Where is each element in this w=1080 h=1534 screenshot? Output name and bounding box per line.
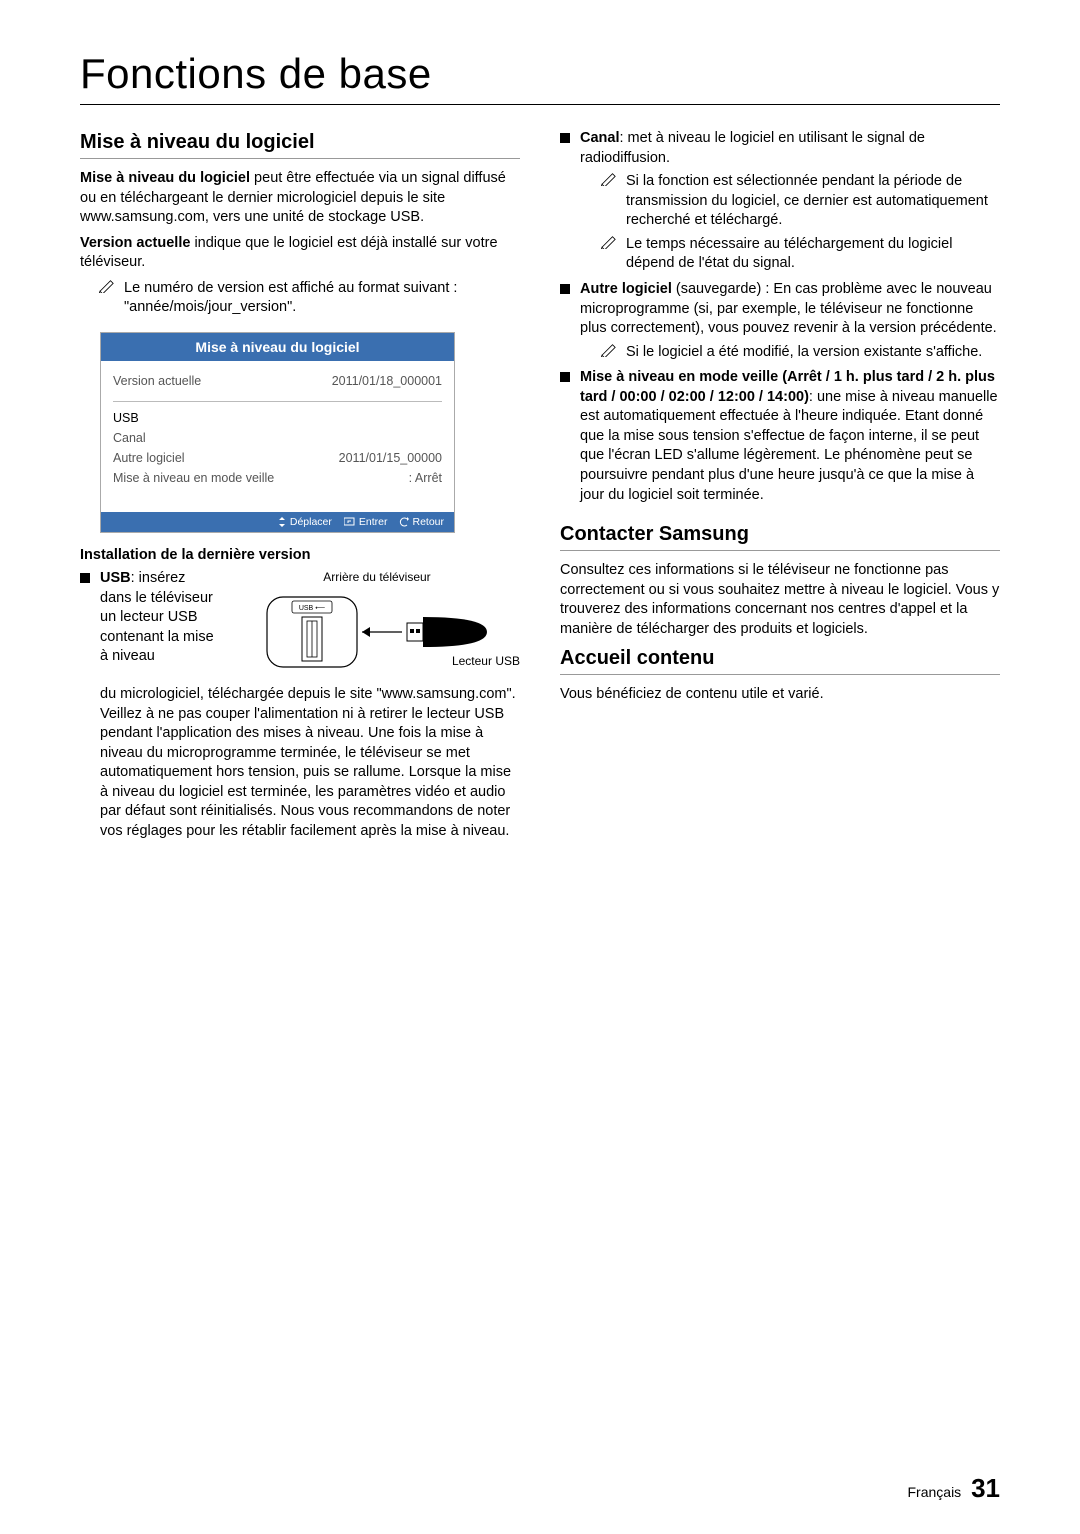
note-version-format-text: Le numéro de version est affiché au form…: [124, 279, 520, 318]
panel-title: Mise à niveau du logiciel: [101, 333, 454, 361]
canal-label: Canal: [580, 130, 620, 146]
footer-move: Déplacer: [277, 516, 332, 528]
square-bullet-icon: [560, 372, 570, 382]
usb-bold-label: USB: [100, 570, 131, 586]
standby-text: : une mise à niveau manuelle est automat…: [580, 389, 998, 503]
pencil-note-icon: [600, 235, 618, 249]
panel-row-canal: Canal: [113, 428, 442, 448]
panel-canal-label: Canal: [113, 431, 146, 445]
tv-diagram: Arrière du téléviseur USB ⟵: [234, 569, 520, 689]
bold-upgrade-label: Mise à niveau du logiciel: [80, 170, 250, 186]
usb-intro-text: USB: insérez dans le téléviseur un lecte…: [100, 569, 220, 667]
contact-text: Consultez ces informations si le télévis…: [560, 561, 1000, 639]
bullet-standby: Mise à niveau en mode veille (Arrêt / 1 …: [560, 368, 1000, 505]
note-canal-1-text: Si la fonction est sélectionnée pendant …: [626, 172, 1000, 231]
panel-row-usb: USB: [113, 408, 442, 428]
footer-lang: Français: [908, 1484, 962, 1500]
return-icon: [399, 517, 409, 527]
title-divider: [80, 104, 1000, 105]
panel-footer: Déplacer Entrer Retour: [101, 512, 454, 532]
panel-divider: [113, 401, 442, 402]
other-label: Autre logiciel: [580, 281, 672, 297]
tv-back-caption: Arrière du téléviseur: [234, 569, 520, 585]
note-canal-2: Le temps nécessaire au téléchargement du…: [600, 235, 1000, 274]
upgrade-panel: Mise à niveau du logiciel Version actuel…: [100, 332, 455, 533]
sub-heading-install: Installation de la dernière version: [80, 547, 520, 563]
usb-drive-caption: Lecteur USB: [452, 653, 520, 669]
footer-enter: Entrer: [344, 516, 388, 528]
panel-current-label: Version actuelle: [113, 374, 201, 388]
right-column: Canal: met à niveau le logiciel en utili…: [560, 123, 1000, 843]
paragraph-current-version: Version actuelle indique que le logiciel…: [80, 234, 520, 273]
square-bullet-icon: [560, 284, 570, 294]
page-footer: Français 31: [908, 1473, 1001, 1504]
panel-row-standby: Mise à niveau en mode veille : Arrêt: [113, 468, 442, 488]
pencil-note-icon: [600, 172, 618, 186]
heading-accueil: Accueil contenu: [560, 647, 1000, 675]
left-column: Mise à niveau du logiciel Mise à niveau …: [80, 123, 520, 843]
footer-page-number: 31: [971, 1473, 1000, 1503]
page-title: Fonctions de base: [80, 50, 1000, 98]
bullet-other-software: Autre logiciel (sauvegarde) : En cas pro…: [560, 280, 1000, 339]
bullet-canal: Canal: met à niveau le logiciel en utili…: [560, 129, 1000, 168]
heading-software-upgrade: Mise à niveau du logiciel: [80, 131, 520, 159]
pencil-note-icon: [98, 279, 116, 293]
usb-continuation-text: du micrologiciel, téléchargée depuis le …: [100, 685, 520, 842]
note-other-1-text: Si le logiciel a été modifié, la version…: [626, 343, 982, 363]
footer-move-text: Déplacer: [290, 516, 332, 528]
paragraph-upgrade-intro: Mise à niveau du logiciel peut être effe…: [80, 169, 520, 228]
footer-enter-text: Entrer: [359, 516, 388, 528]
note-other-1: Si le logiciel a été modifié, la version…: [600, 343, 1000, 363]
heading-contact: Contacter Samsung: [560, 523, 1000, 551]
note-canal-1: Si la fonction est sélectionnée pendant …: [600, 172, 1000, 231]
bullet-usb: USB: insérez dans le téléviseur un lecte…: [80, 569, 520, 842]
panel-current-value: 2011/01/18_000001: [332, 374, 442, 388]
canal-text: : met à niveau le logiciel en utilisant …: [580, 130, 925, 166]
note-canal-2-text: Le temps nécessaire au téléchargement du…: [626, 235, 1000, 274]
square-bullet-icon: [80, 573, 90, 583]
panel-standby-value: : Arrêt: [409, 471, 442, 485]
panel-row-current: Version actuelle 2011/01/18_000001: [113, 371, 442, 391]
square-bullet-icon: [560, 133, 570, 143]
updown-icon: [277, 517, 287, 527]
footer-return-text: Retour: [412, 516, 444, 528]
note-version-format: Le numéro de version est affiché au form…: [98, 279, 520, 318]
panel-other-value: 2011/01/15_00000: [339, 451, 442, 465]
panel-usb-label: USB: [113, 411, 139, 425]
bold-version-label: Version actuelle: [80, 235, 190, 251]
usb-port-label: USB ⟵: [299, 605, 325, 612]
panel-other-label: Autre logiciel: [113, 451, 185, 465]
footer-return: Retour: [399, 516, 444, 528]
pencil-note-icon: [600, 343, 618, 357]
enter-icon: [344, 517, 356, 527]
panel-standby-label: Mise à niveau en mode veille: [113, 471, 274, 485]
panel-row-other: Autre logiciel 2011/01/15_00000: [113, 448, 442, 468]
accueil-text: Vous bénéficiez de contenu utile et vari…: [560, 685, 1000, 705]
